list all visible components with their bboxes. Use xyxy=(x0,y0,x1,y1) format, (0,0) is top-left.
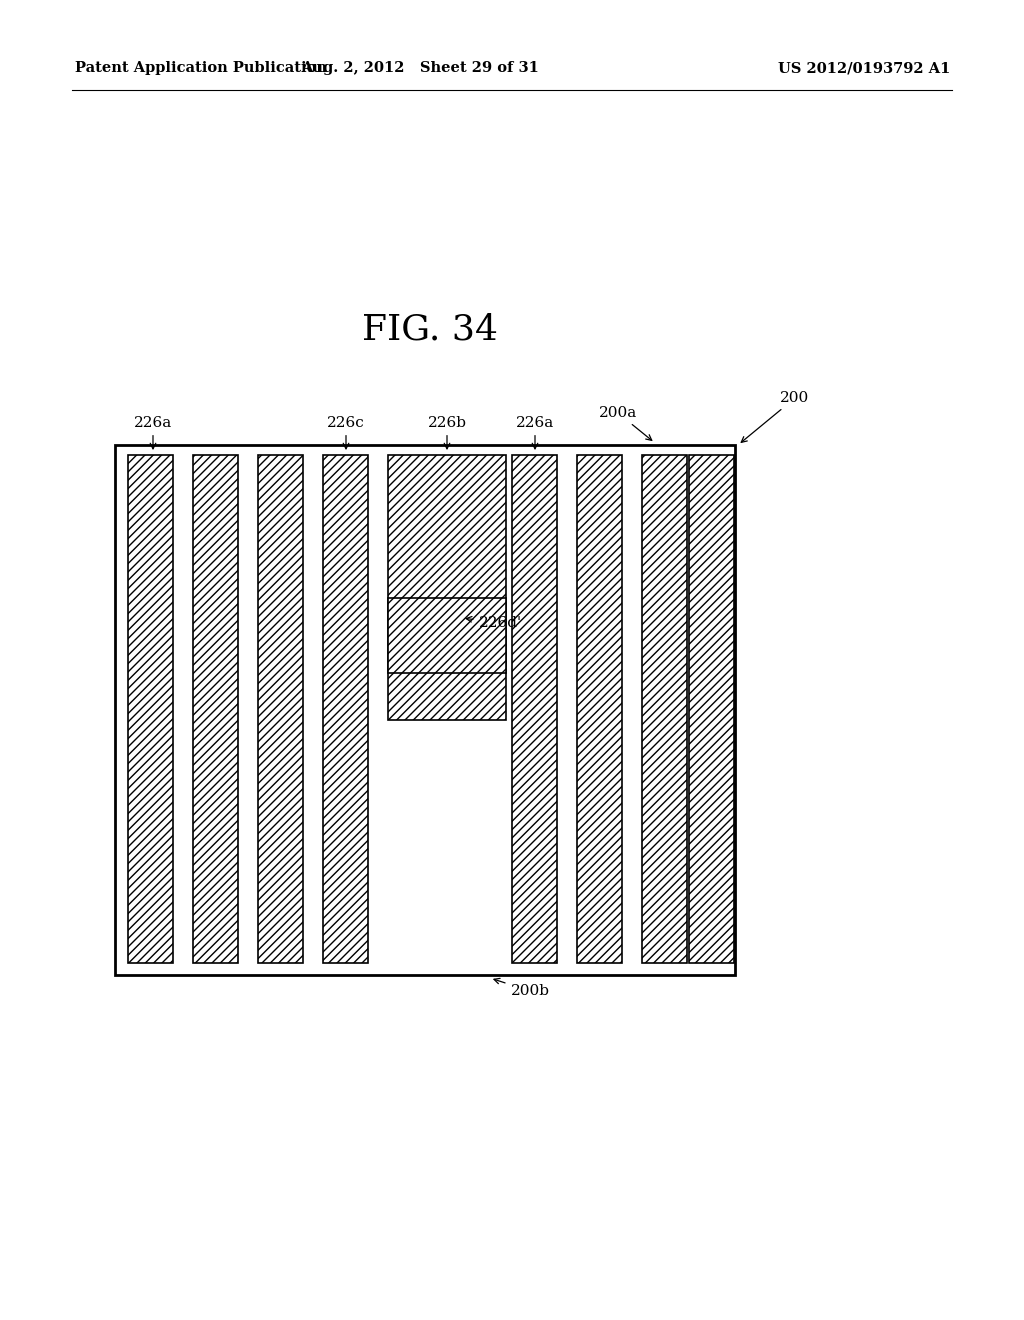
Text: 226d': 226d' xyxy=(466,616,521,630)
Text: 200a: 200a xyxy=(599,407,651,441)
Text: 200: 200 xyxy=(741,391,810,442)
Text: 226c: 226c xyxy=(327,416,365,449)
Text: 200b: 200b xyxy=(494,978,550,998)
Text: Patent Application Publication: Patent Application Publication xyxy=(75,61,327,75)
Text: Aug. 2, 2012   Sheet 29 of 31: Aug. 2, 2012 Sheet 29 of 31 xyxy=(301,61,539,75)
Text: 226a: 226a xyxy=(516,416,554,449)
Bar xyxy=(128,455,173,964)
Bar xyxy=(689,455,734,964)
Bar xyxy=(258,455,303,964)
Bar xyxy=(193,455,238,964)
Text: US 2012/0193792 A1: US 2012/0193792 A1 xyxy=(777,61,950,75)
Text: FIG. 34: FIG. 34 xyxy=(362,313,498,347)
Bar xyxy=(512,455,557,964)
Text: 226a: 226a xyxy=(134,416,172,449)
Bar xyxy=(642,455,687,964)
Bar xyxy=(577,455,622,964)
Bar xyxy=(115,445,735,975)
Bar xyxy=(388,598,506,673)
Bar xyxy=(323,455,368,964)
Text: 226b: 226b xyxy=(427,416,467,449)
Bar xyxy=(388,455,506,719)
